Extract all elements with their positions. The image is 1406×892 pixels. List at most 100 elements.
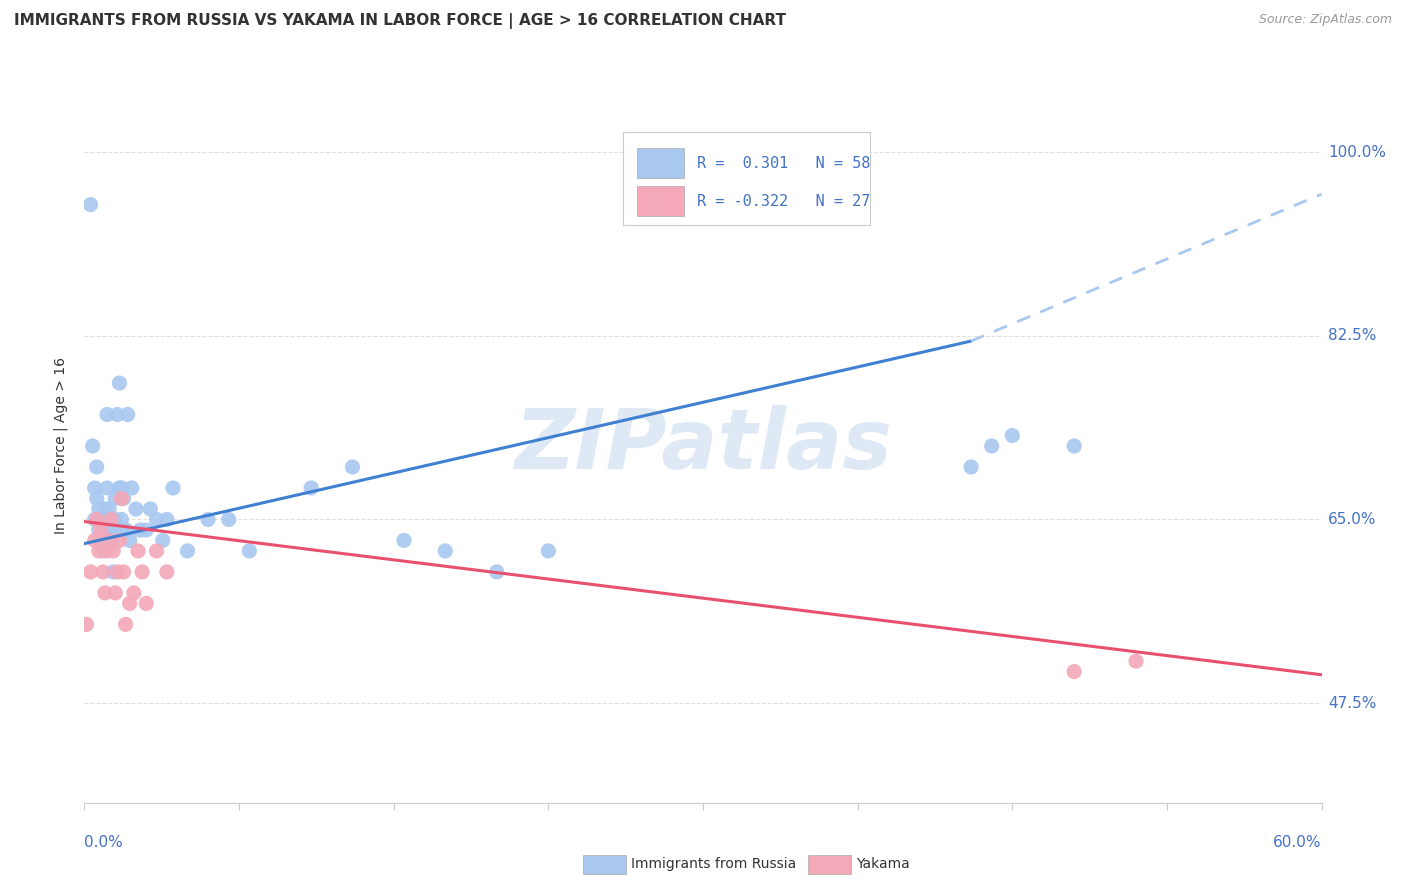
Point xyxy=(145,544,167,558)
Point xyxy=(104,586,127,600)
Point xyxy=(100,512,122,526)
Point xyxy=(103,565,125,579)
Point xyxy=(87,523,110,537)
Point xyxy=(176,544,198,558)
Point xyxy=(105,565,128,579)
Point xyxy=(127,544,149,558)
Point xyxy=(105,408,128,422)
Point xyxy=(122,586,145,600)
Point xyxy=(139,502,162,516)
Point xyxy=(75,617,97,632)
Point xyxy=(100,512,122,526)
Point xyxy=(82,439,104,453)
Point xyxy=(299,481,322,495)
Point xyxy=(98,523,121,537)
Text: R =  0.301   N = 58: R = 0.301 N = 58 xyxy=(697,156,870,171)
Point xyxy=(117,408,139,422)
Point xyxy=(91,512,114,526)
Point xyxy=(87,502,110,516)
Point xyxy=(238,544,260,558)
Point xyxy=(110,512,132,526)
Point xyxy=(79,565,101,579)
Point xyxy=(960,460,983,475)
Point xyxy=(129,523,152,537)
Point xyxy=(103,544,125,558)
Point xyxy=(135,523,157,537)
Point xyxy=(90,533,112,548)
Point xyxy=(118,596,141,610)
Point xyxy=(162,481,184,495)
Point xyxy=(98,502,121,516)
Point xyxy=(96,481,118,495)
Point xyxy=(110,481,132,495)
Point xyxy=(218,512,240,526)
Point xyxy=(156,512,179,526)
Point xyxy=(114,617,136,632)
Point xyxy=(197,512,219,526)
Point xyxy=(1001,428,1024,442)
Y-axis label: In Labor Force | Age > 16: In Labor Force | Age > 16 xyxy=(53,358,69,534)
Text: 0.0%: 0.0% xyxy=(84,835,124,850)
Point xyxy=(485,565,508,579)
Point xyxy=(342,460,364,475)
Point xyxy=(112,523,135,537)
Point xyxy=(83,481,105,495)
Point xyxy=(86,460,108,475)
Point xyxy=(118,533,141,548)
Point xyxy=(121,481,143,495)
Point xyxy=(537,544,560,558)
Point xyxy=(91,565,114,579)
Point xyxy=(125,502,148,516)
Text: Immigrants from Russia: Immigrants from Russia xyxy=(631,857,797,871)
Point xyxy=(86,512,108,526)
Point xyxy=(112,491,135,506)
Point xyxy=(1125,654,1147,668)
Point xyxy=(90,512,112,526)
Point xyxy=(980,439,1002,453)
Point xyxy=(104,512,127,526)
Point xyxy=(94,586,117,600)
Point xyxy=(145,512,167,526)
Point xyxy=(94,523,117,537)
Point xyxy=(156,565,179,579)
FancyBboxPatch shape xyxy=(637,186,685,216)
Point xyxy=(112,565,135,579)
Point xyxy=(87,544,110,558)
Point xyxy=(392,533,415,548)
Text: 82.5%: 82.5% xyxy=(1327,328,1376,343)
Point xyxy=(131,565,153,579)
Point xyxy=(96,408,118,422)
Point xyxy=(90,523,112,537)
Point xyxy=(79,197,101,211)
FancyBboxPatch shape xyxy=(637,148,685,178)
Point xyxy=(108,533,131,548)
Point xyxy=(108,376,131,390)
Point xyxy=(83,533,105,548)
Point xyxy=(1063,439,1085,453)
Point xyxy=(108,481,131,495)
Point xyxy=(103,512,125,526)
Text: Yakama: Yakama xyxy=(856,857,910,871)
Point xyxy=(105,523,128,537)
Point xyxy=(94,502,117,516)
Text: 65.0%: 65.0% xyxy=(1327,512,1376,527)
Point xyxy=(1063,665,1085,679)
Point xyxy=(114,523,136,537)
Point xyxy=(98,533,121,548)
Point xyxy=(110,491,132,506)
Point xyxy=(96,544,118,558)
Point xyxy=(83,512,105,526)
Text: IMMIGRANTS FROM RUSSIA VS YAKAMA IN LABOR FORCE | AGE > 16 CORRELATION CHART: IMMIGRANTS FROM RUSSIA VS YAKAMA IN LABO… xyxy=(14,13,786,29)
Text: 100.0%: 100.0% xyxy=(1327,145,1386,160)
FancyBboxPatch shape xyxy=(623,132,870,225)
Text: R = -0.322   N = 27: R = -0.322 N = 27 xyxy=(697,194,870,209)
Point xyxy=(152,533,174,548)
Point xyxy=(135,596,157,610)
Text: Source: ZipAtlas.com: Source: ZipAtlas.com xyxy=(1258,13,1392,27)
Text: 47.5%: 47.5% xyxy=(1327,696,1376,711)
Text: 60.0%: 60.0% xyxy=(1274,835,1322,850)
Text: ZIPatlas: ZIPatlas xyxy=(515,406,891,486)
Point xyxy=(91,544,114,558)
Point xyxy=(86,491,108,506)
Point xyxy=(104,491,127,506)
